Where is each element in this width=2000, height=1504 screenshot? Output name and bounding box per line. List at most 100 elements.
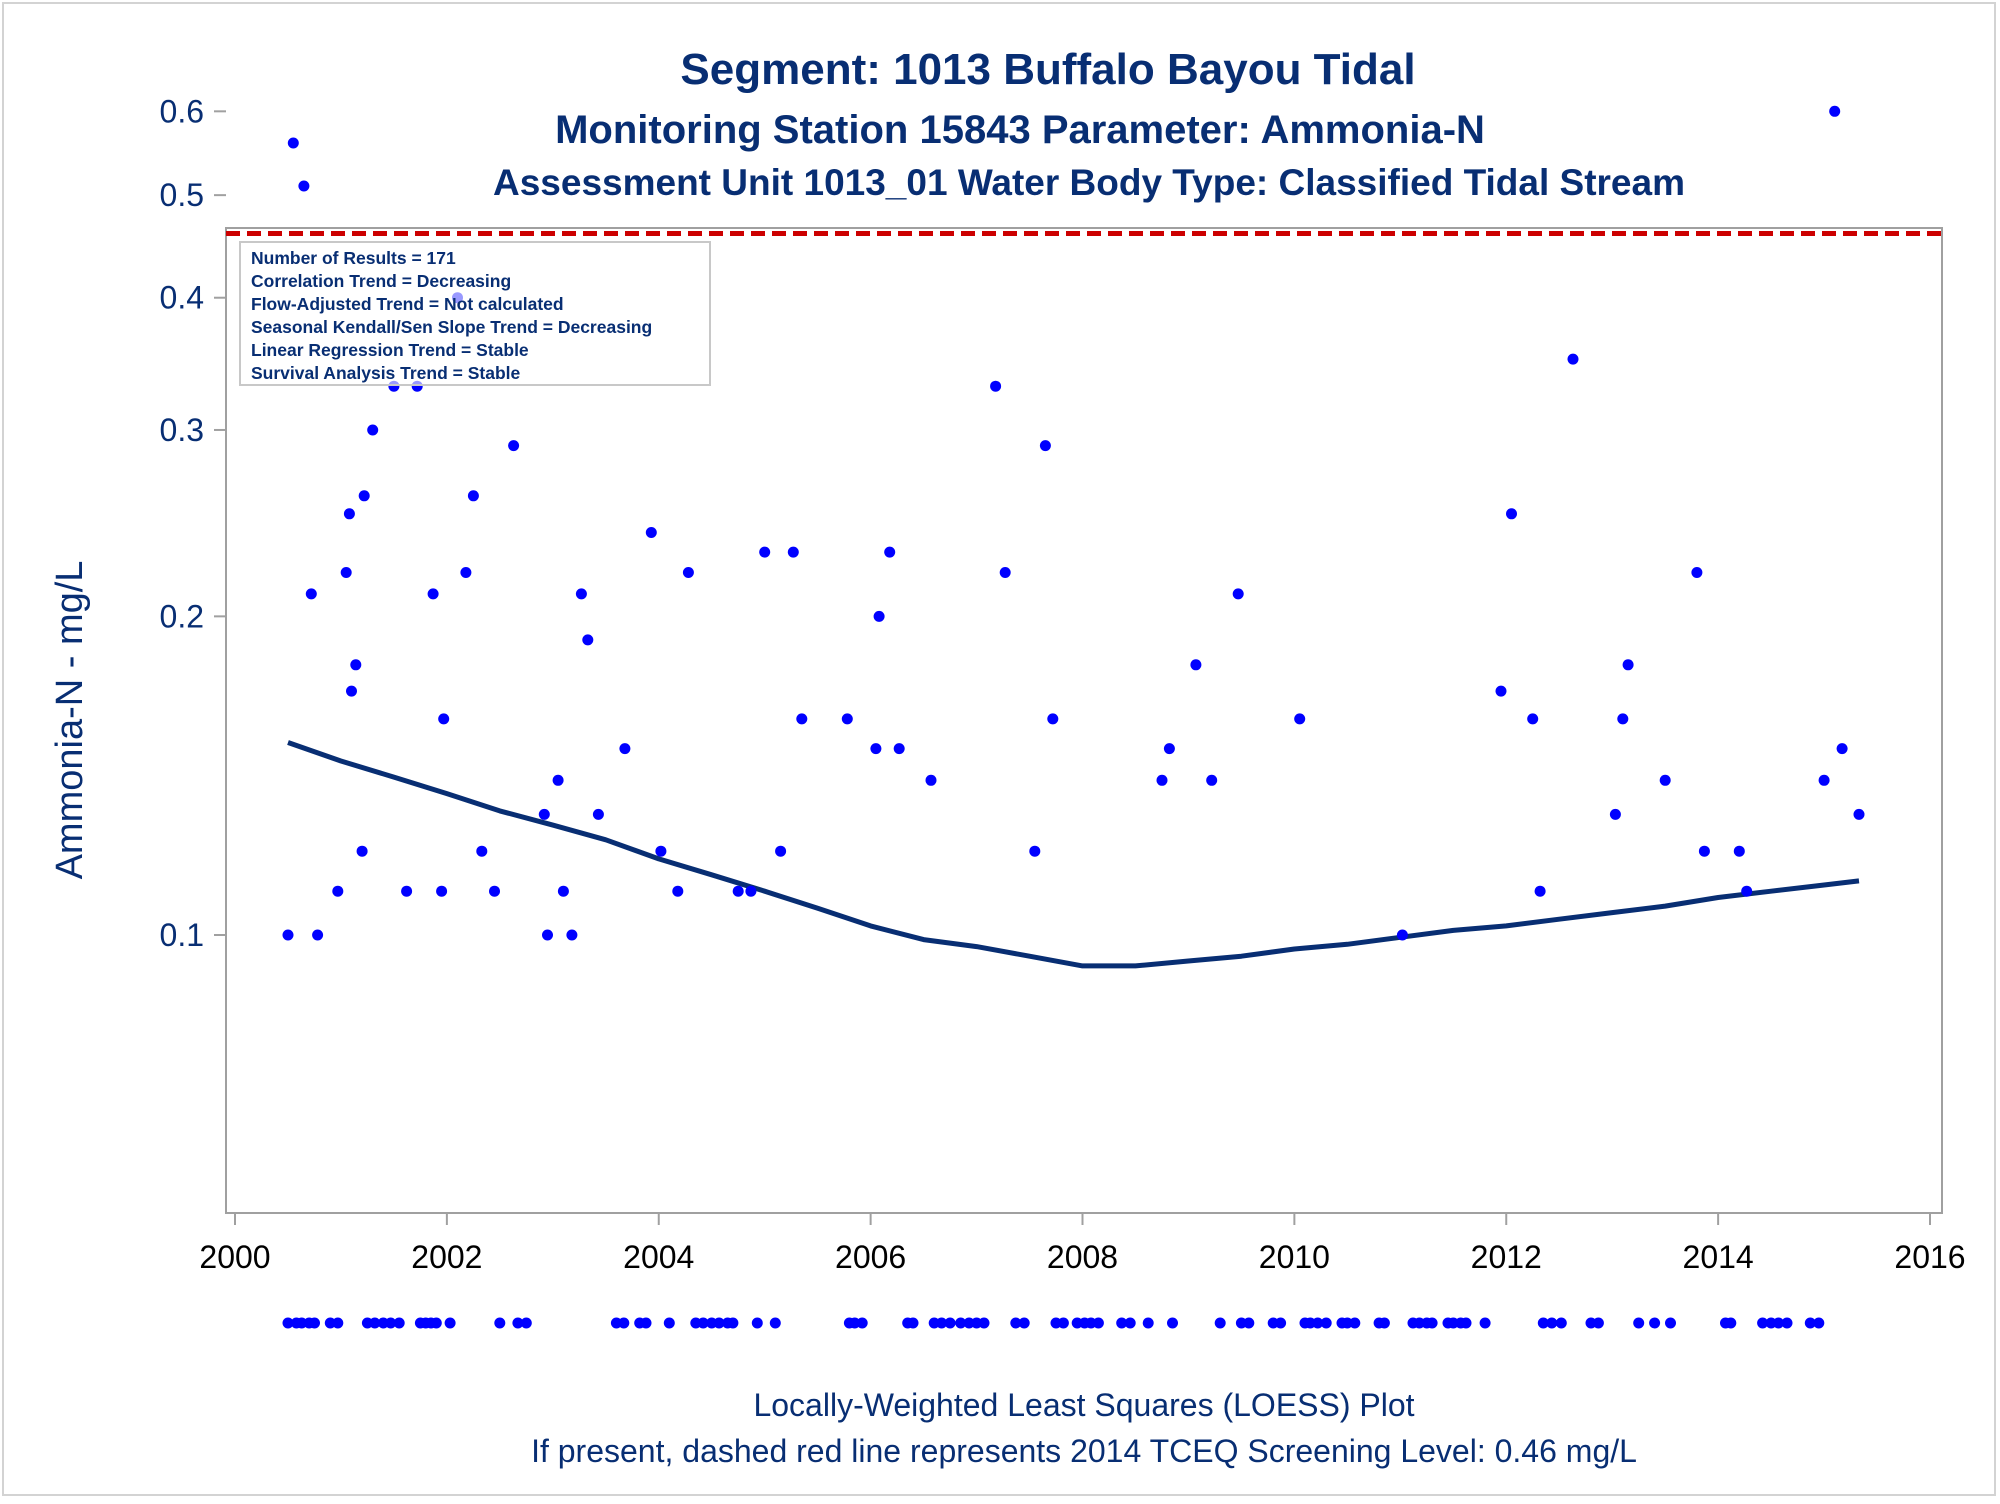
data-point [566, 929, 578, 941]
nondetect-point [1426, 1317, 1438, 1329]
nondetect-point [1167, 1317, 1178, 1329]
nondetect-point [618, 1317, 630, 1329]
nondetect-point [1018, 1317, 1030, 1329]
stat-seasonal-kendall-trend: Seasonal Kendall/Sen Slope Trend = Decre… [251, 317, 652, 337]
data-point [592, 808, 604, 820]
data-point [796, 713, 808, 725]
data-point [305, 588, 317, 600]
data-point [1659, 774, 1671, 786]
nondetect-point [1142, 1317, 1154, 1329]
data-point [841, 713, 853, 725]
data-point [1741, 885, 1753, 897]
nondetect-point [1092, 1317, 1104, 1329]
data-point [282, 929, 294, 941]
data-point [682, 567, 694, 578]
data-point [1527, 713, 1539, 725]
data-point [884, 546, 896, 558]
nondetect-point [1214, 1317, 1226, 1329]
data-point [1853, 808, 1865, 820]
data-point [1294, 713, 1306, 725]
stat-flow-adjusted-trend: Flow-Adjusted Trend = Not calculated [251, 294, 564, 314]
y-tick-label: 0.3 [160, 412, 204, 448]
nondetect-point [1757, 1317, 1769, 1329]
chart-subtitle-2: Assessment Unit 1013_01 Water Body Type:… [493, 162, 1685, 203]
data-point [1190, 659, 1202, 671]
nondetect-point [1665, 1317, 1676, 1329]
x-tick-label: 2014 [1683, 1239, 1754, 1275]
data-point [343, 508, 355, 520]
data-point [1396, 929, 1408, 941]
stats-box-border [239, 241, 711, 386]
data-point [542, 929, 553, 941]
data-point [575, 588, 587, 600]
nondetect-point [309, 1317, 320, 1329]
nondetect-point [1537, 1317, 1549, 1329]
nondetect-point [332, 1317, 344, 1329]
nondetect-point [520, 1317, 532, 1329]
nondetect-point [727, 1317, 739, 1329]
data-point [999, 567, 1011, 578]
data-point [1698, 845, 1710, 857]
nondetect-point [769, 1317, 781, 1329]
data-point [873, 610, 885, 622]
data-point [1617, 713, 1629, 725]
data-point [732, 885, 744, 897]
stat-survival-analysis-trend: Survival Analysis Trend = Stable [251, 363, 521, 383]
nondetect-point [1813, 1317, 1825, 1329]
data-point [787, 546, 799, 558]
data-point [1829, 105, 1841, 117]
x-tick-label: 2000 [199, 1239, 270, 1275]
data-point [356, 845, 368, 857]
data-point [1206, 774, 1218, 786]
nondetect-point [697, 1317, 709, 1329]
nondetect-point [444, 1317, 456, 1329]
nondetect-point [393, 1317, 405, 1329]
data-point [427, 588, 439, 600]
x-tick-label: 2012 [1471, 1239, 1542, 1275]
nondetect-point [955, 1317, 967, 1329]
data-point [582, 634, 594, 646]
data-point [367, 424, 379, 436]
y-axis: 0.1 0.2 0.3 0.4 0.5 0.6 [160, 93, 226, 953]
nondetect-point [1546, 1317, 1558, 1329]
data-point [436, 885, 448, 897]
data-point [1047, 713, 1059, 725]
nondetect-point [1349, 1317, 1361, 1329]
y-tick-label: 0.5 [160, 177, 204, 213]
data-point [350, 659, 362, 671]
data-point [332, 885, 344, 897]
y-tick-label: 0.1 [160, 917, 204, 953]
data-point [552, 774, 564, 786]
data-point [1029, 845, 1041, 857]
data-point [745, 885, 757, 897]
data-point [298, 180, 310, 192]
data-point [870, 743, 882, 755]
nondetect-point [1804, 1317, 1816, 1329]
data-point [467, 490, 479, 502]
x-tick-label: 2010 [1259, 1239, 1330, 1275]
x-tick-label: 2004 [623, 1239, 694, 1275]
data-point [438, 713, 450, 725]
loess-curve-layer [287, 740, 1860, 969]
nondetect-point [1725, 1317, 1737, 1329]
data-point [893, 743, 905, 755]
data-point [489, 885, 500, 897]
nondetect-point [1312, 1317, 1324, 1329]
y-tick-label: 0.4 [160, 280, 204, 316]
nondetect-point [1010, 1317, 1022, 1329]
data-point [990, 380, 1002, 392]
nondetect-point [1243, 1317, 1255, 1329]
data-point [476, 845, 488, 857]
nondetect-point [1649, 1317, 1661, 1329]
y-tick-label: 0.2 [160, 598, 204, 634]
x-axis: 2000 2002 2004 2006 2008 2010 2012 2014 2016 [199, 1213, 1966, 1275]
plot-area [225, 227, 1943, 1214]
nondetect-point [751, 1317, 763, 1329]
nondetect-point [512, 1317, 524, 1329]
footnote-loess: Locally-Weighted Least Squares (LOESS) P… [753, 1387, 1414, 1423]
chart-subtitle: Monitoring Station 15843 Parameter: Ammo… [555, 108, 1485, 152]
data-point [925, 774, 937, 786]
data-point [312, 929, 324, 941]
data-point [759, 546, 771, 558]
